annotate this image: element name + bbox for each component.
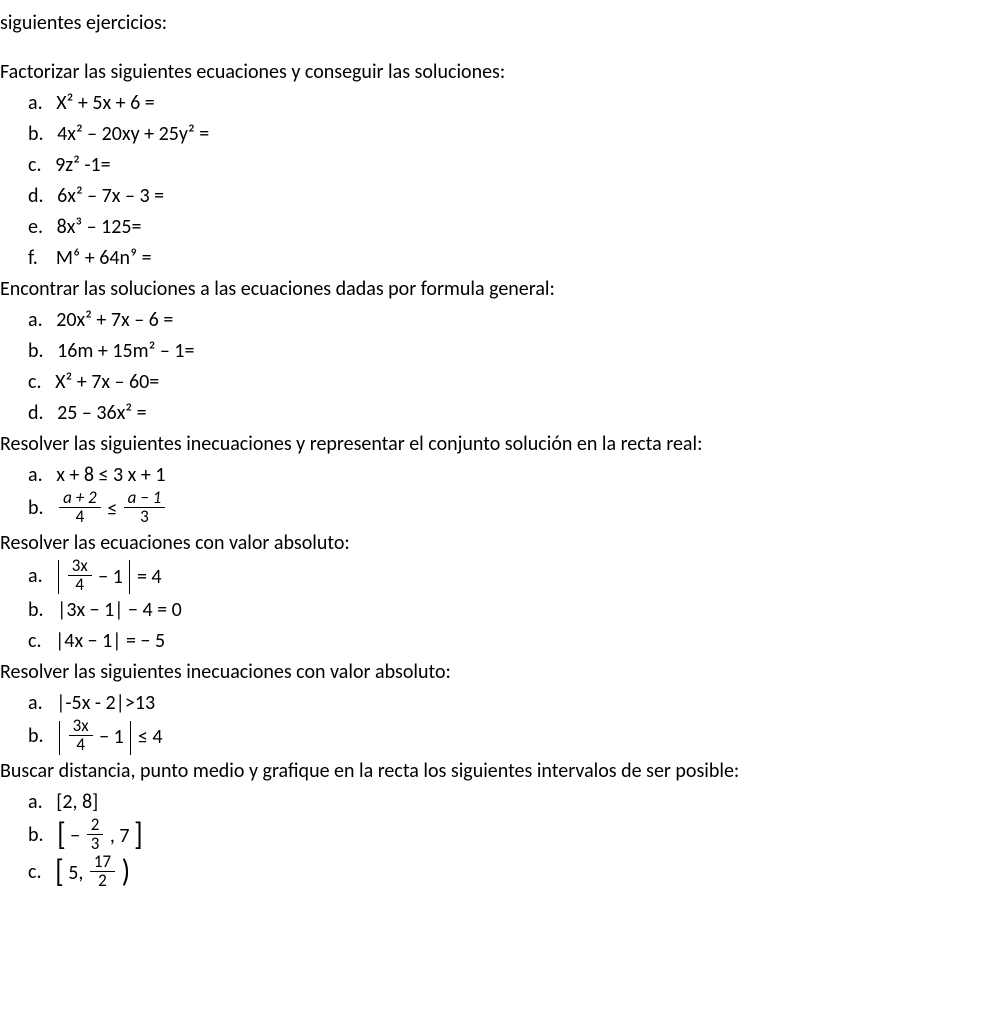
equation: 8x³ – 125= bbox=[57, 215, 142, 239]
equation: X² + 5x + 6 = bbox=[56, 91, 155, 115]
equation: 16m + 15m² – 1= bbox=[57, 339, 194, 363]
equation-part: ≤ 4 bbox=[138, 725, 163, 749]
right-bracket-icon: ] bbox=[134, 818, 143, 850]
denominator: 2 bbox=[90, 872, 115, 890]
item-1b: b. 4x² – 20xy + 25y² = bbox=[0, 119, 982, 150]
item-1a: a. X² + 5x + 6 = bbox=[0, 88, 982, 119]
equation: x + 8 ≤ 3 x + 1 bbox=[56, 463, 165, 487]
equation-part: = 4 bbox=[137, 565, 162, 589]
item-label: a. bbox=[28, 91, 43, 115]
abs-bar-icon bbox=[58, 560, 59, 594]
abs-bar-icon bbox=[130, 721, 131, 755]
item-4c: c. |4x − 1| = − 5 bbox=[0, 626, 982, 657]
abs-bar-icon bbox=[129, 560, 130, 594]
item-1e: e. 8x³ – 125= bbox=[0, 212, 982, 243]
fraction: 3x 4 bbox=[68, 557, 92, 594]
item-label: c. bbox=[28, 629, 42, 653]
item-1f: f. M⁶ + 64n⁹ = bbox=[0, 243, 982, 274]
item-label: d. bbox=[28, 184, 44, 208]
item-label: b. bbox=[28, 339, 44, 363]
left-bracket-icon: [ bbox=[55, 855, 64, 887]
item-2d: d. 25 – 36x² = bbox=[0, 398, 982, 429]
item-5b: b. 3x 4 − 1 ≤ 4 bbox=[0, 719, 982, 756]
section-2-heading: Encontrar las soluciones a las ecuacione… bbox=[0, 274, 982, 305]
interval-part: , 7 bbox=[110, 824, 130, 848]
numerator: 3x bbox=[68, 557, 92, 576]
item-label: c. bbox=[28, 153, 42, 177]
item-6a: a. [2, 8] bbox=[0, 787, 982, 818]
item-label: b. bbox=[28, 598, 44, 622]
item-label: b. bbox=[28, 725, 44, 749]
equation: 9z² -1= bbox=[55, 153, 111, 177]
item-3b: b. a + 2 4 ≤ a − 1 3 bbox=[0, 491, 982, 528]
item-2b: b. 16m + 15m² – 1= bbox=[0, 336, 982, 367]
equation: 20x² + 7x – 6 = bbox=[56, 308, 173, 332]
equation-part: − 1 bbox=[99, 725, 124, 749]
item-6b: b. [ − 2 3 , 7 ] bbox=[0, 818, 982, 855]
item-label: c. bbox=[28, 370, 42, 394]
denominator: 4 bbox=[59, 508, 101, 526]
item-label: a. bbox=[28, 308, 43, 332]
fraction: 17 2 bbox=[90, 853, 115, 890]
page-title: siguientes ejercicios: bbox=[0, 8, 982, 39]
right-paren-icon: ) bbox=[122, 855, 131, 887]
item-1c: c. 9z² -1= bbox=[0, 150, 982, 181]
fraction: a − 1 3 bbox=[124, 489, 166, 526]
exercise-document: siguientes ejercicios: Factorizar las si… bbox=[0, 0, 982, 911]
equation: |3x − 1| − 4 = 0 bbox=[57, 598, 182, 622]
equation: 6x² – 7x – 3 = bbox=[57, 184, 164, 208]
interval-part: 5, bbox=[68, 861, 88, 885]
denominator: 4 bbox=[68, 576, 92, 594]
fraction: a + 2 4 bbox=[59, 489, 101, 526]
denominator: 4 bbox=[69, 736, 93, 754]
equation: 4x² – 20xy + 25y² = bbox=[57, 122, 209, 146]
item-label: f. bbox=[28, 246, 38, 270]
denominator: 3 bbox=[124, 508, 166, 526]
item-5a: a. |-5x - 2|>13 bbox=[0, 688, 982, 719]
leq-symbol: ≤ bbox=[107, 497, 121, 521]
left-bracket-icon: [ bbox=[57, 818, 66, 850]
section-5-heading: Resolver las siguientes inecuaciones con… bbox=[0, 657, 982, 688]
section-3-heading: Resolver las siguientes inecuaciones y r… bbox=[0, 429, 982, 460]
item-label: b. bbox=[28, 823, 44, 847]
abs-bar-icon bbox=[59, 721, 60, 755]
item-2a: a. 20x² + 7x – 6 = bbox=[0, 305, 982, 336]
item-label: c. bbox=[28, 860, 42, 884]
item-label: d. bbox=[28, 401, 44, 425]
item-label: e. bbox=[28, 215, 43, 239]
item-4b: b. |3x − 1| − 4 = 0 bbox=[0, 595, 982, 626]
equation: |4x − 1| = − 5 bbox=[55, 629, 165, 653]
numerator: 17 bbox=[90, 853, 115, 872]
item-4a: a. 3x 4 − 1 = 4 bbox=[0, 559, 982, 596]
item-label: a. bbox=[28, 564, 43, 588]
equation: M⁶ + 64n⁹ = bbox=[56, 246, 152, 270]
equation: 25 – 36x² = bbox=[57, 401, 146, 425]
item-label: b. bbox=[28, 122, 44, 146]
item-6c: c. [ 5, 17 2 ) bbox=[0, 855, 982, 892]
section-4-heading: Resolver las ecuaciones con valor absolu… bbox=[0, 528, 982, 559]
item-label: b. bbox=[28, 496, 44, 520]
fraction: 2 3 bbox=[87, 816, 104, 853]
minus-sign: − bbox=[70, 824, 80, 848]
equation: X² + 7x – 60= bbox=[55, 370, 159, 394]
item-label: a. bbox=[28, 691, 43, 715]
item-label: a. bbox=[28, 463, 43, 487]
equation-part: − 1 bbox=[98, 565, 123, 589]
item-label: a. bbox=[28, 790, 43, 814]
item-1d: d. 6x² – 7x – 3 = bbox=[0, 181, 982, 212]
fraction: 3x 4 bbox=[69, 717, 93, 754]
section-6-heading: Buscar distancia, punto medio y grafique… bbox=[0, 756, 982, 787]
interval: [2, 8] bbox=[56, 790, 98, 814]
equation: |-5x - 2|>13 bbox=[56, 691, 155, 715]
section-1-heading: Factorizar las siguientes ecuaciones y c… bbox=[0, 57, 982, 88]
item-2c: c. X² + 7x – 60= bbox=[0, 367, 982, 398]
